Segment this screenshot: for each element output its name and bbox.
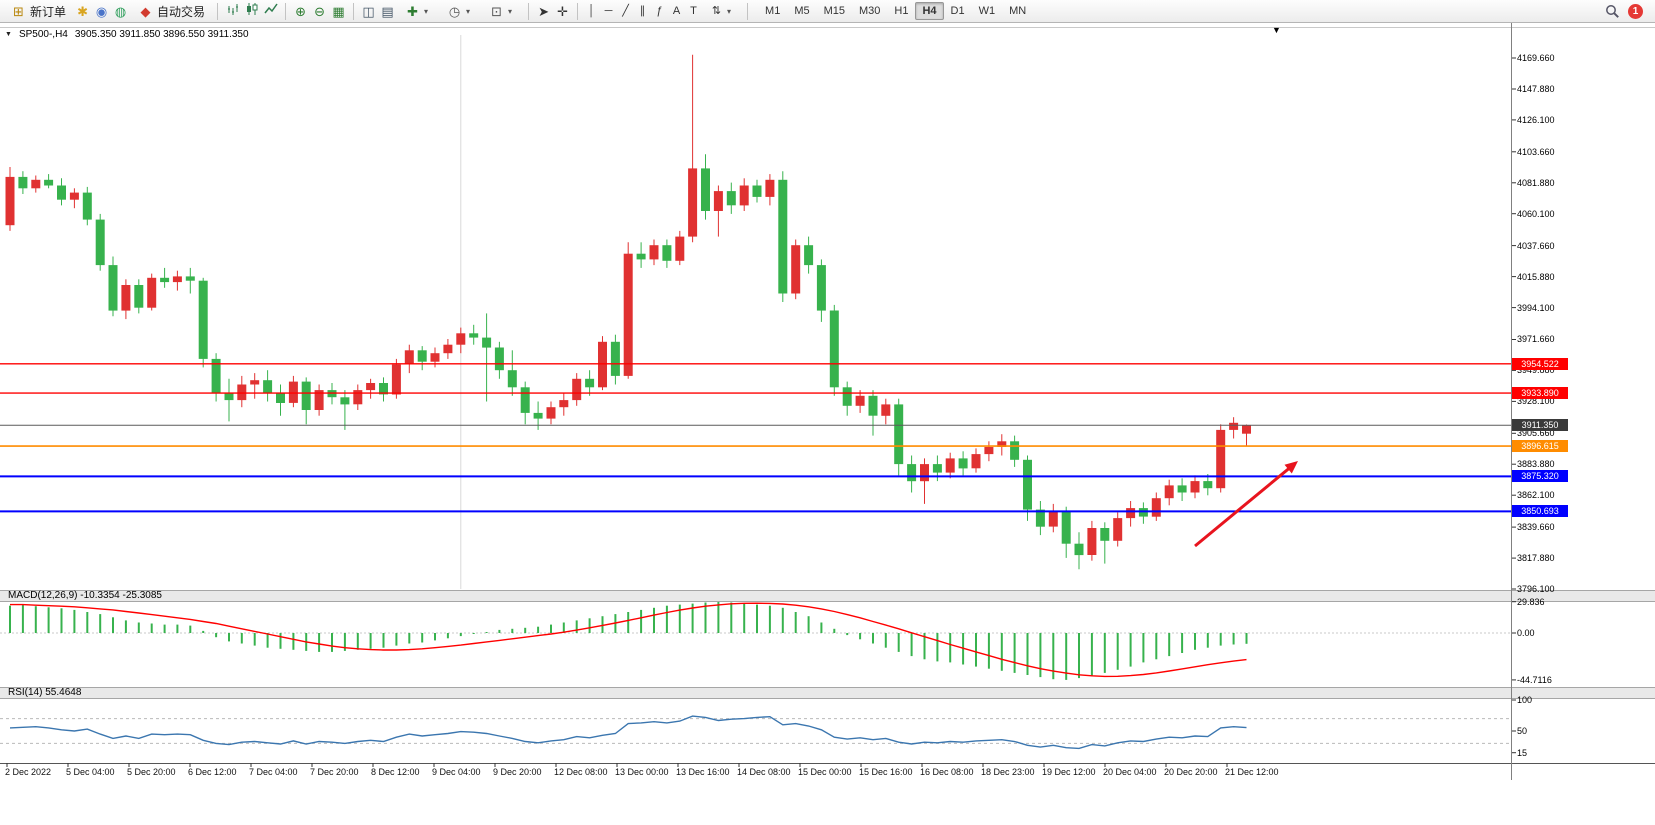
timeframe-m5[interactable]: M5	[794, 5, 810, 17]
timeframe-m1[interactable]: M1	[765, 5, 781, 17]
text-label-button[interactable]: T	[690, 4, 697, 17]
vertical-line-button[interactable]: │	[588, 4, 595, 17]
toolbar-separator	[353, 2, 355, 20]
time-axis-bar[interactable]	[0, 763, 1655, 780]
chart-corner-marker-icon[interactable]: ▼	[1272, 25, 1281, 35]
toolbar-right-group: 1	[1605, 3, 1643, 19]
new-order-label: 新订单	[30, 4, 67, 19]
mql5-wizard-icon[interactable]: ✱	[77, 3, 88, 19]
indicators-button[interactable]: ✚ ▾	[398, 2, 438, 21]
periods-button[interactable]: ◷ ▾	[440, 2, 480, 21]
search-icon[interactable]	[1605, 4, 1620, 19]
candlestick-chart-button[interactable]	[243, 2, 260, 21]
cursor-button[interactable]: ➤	[538, 3, 549, 19]
bar-chart-icon	[227, 3, 238, 15]
auto-trading-label: 自动交易	[157, 4, 206, 19]
chevron-down-icon: ▾	[424, 6, 429, 16]
timeframe-d1[interactable]: D1	[950, 5, 965, 17]
grid-button[interactable]: ▦	[332, 3, 345, 19]
profiles-button[interactable]: ▤	[381, 3, 394, 19]
timeframe-w1[interactable]: W1	[978, 5, 996, 17]
chevron-down-icon: ▾	[727, 6, 732, 16]
timeframe-m15[interactable]: M15	[823, 5, 845, 17]
text-button[interactable]: A	[672, 4, 681, 17]
trendline-button[interactable]: ╱	[622, 4, 629, 17]
trend-arrow-annotation[interactable]	[1194, 461, 1298, 548]
zoom-in-button[interactable]: ⊕	[295, 3, 306, 19]
macd-histogram	[9, 602, 1248, 680]
rsi-panel-separator[interactable]	[0, 687, 1655, 699]
chart-title: ▼ SP500-,H4 3905.350 3911.850 3896.550 3…	[5, 29, 249, 40]
main-toolbar: ⊞ 新订单 ✱ ◉ ◍ ◆ 自动交易 ⊕ ⊖ ▦ ◫ ▤ ✚ ▾ ◷ ▾ ⊡ ▾…	[0, 0, 1655, 23]
chevron-down-icon: ▾	[466, 6, 471, 16]
toolbar-separator	[577, 2, 579, 20]
bar-chart-button[interactable]	[224, 2, 241, 21]
window-expand-icon[interactable]: ▼	[5, 31, 12, 38]
macd-signal-line	[10, 602, 1247, 678]
toolbar-separator	[747, 2, 749, 20]
line-chart-icon	[263, 3, 278, 13]
notification-badge[interactable]: 1	[1628, 3, 1643, 19]
tile-windows-button[interactable]: ◫	[362, 3, 375, 19]
timeframe-mn[interactable]: MN	[1009, 5, 1027, 17]
horizontal-line-button[interactable]: ─	[604, 4, 613, 17]
candlestick-series[interactable]	[5, 54, 1252, 570]
toolbar-separator	[285, 2, 287, 20]
new-order-icon: ⊞	[13, 3, 24, 19]
timeframe-group: M1 M5 M15 M30 H1 H4 D1 W1 MN	[758, 2, 1033, 20]
timeframe-h4[interactable]: H4	[915, 2, 944, 20]
auto-trading-icon: ◆	[140, 3, 151, 19]
channel-button[interactable]: ∥	[639, 4, 646, 17]
indicators-icon: ✚	[407, 3, 418, 19]
chart-ohlc-values: 3905.350 3911.850 3896.550 3911.350	[74, 29, 249, 40]
price-axis-border	[1511, 23, 1512, 780]
chart-window: ▼ SP500-,H4 3905.350 3911.850 3896.550 3…	[0, 23, 1655, 780]
timeframe-h1[interactable]: H1	[894, 5, 909, 17]
candlestick-chart-icon	[246, 2, 258, 15]
macd-indicator-label: MACD(12,26,9) -10.3354 -25.3085	[8, 590, 162, 601]
new-order-button[interactable]: ⊞ 新订单	[4, 2, 72, 21]
templates-button[interactable]: ⊡ ▾	[482, 2, 522, 21]
arrows-icon: ⇅	[711, 4, 722, 17]
macd-panel-separator[interactable]	[0, 590, 1655, 602]
crosshair-button[interactable]: ✛	[557, 3, 568, 19]
line-chart-button[interactable]	[262, 2, 279, 21]
chart-symbol-period: SP500-,H4	[18, 29, 68, 40]
zoom-out-button[interactable]: ⊖	[314, 3, 325, 19]
template-icon: ⊡	[491, 3, 502, 19]
price-chart-plot[interactable]	[0, 23, 1655, 780]
fibonacci-button[interactable]: ƒ	[656, 4, 663, 17]
auto-trading-button[interactable]: ◆ 自动交易	[131, 2, 211, 21]
user-profile-icon[interactable]: ◉	[95, 3, 108, 19]
toolbar-separator	[217, 2, 219, 20]
rsi-indicator-label: RSI(14) 55.4648	[8, 687, 82, 698]
timeframe-m30[interactable]: M30	[859, 5, 881, 17]
chart-window-border	[0, 27, 1655, 28]
toolbar-separator	[528, 2, 530, 20]
market-globe-icon[interactable]: ◍	[114, 3, 127, 19]
clock-icon: ◷	[448, 3, 461, 19]
chevron-down-icon: ▾	[508, 6, 513, 16]
rsi-line	[9, 715, 1247, 750]
arrows-button[interactable]: ⇅ ▾	[703, 2, 741, 21]
